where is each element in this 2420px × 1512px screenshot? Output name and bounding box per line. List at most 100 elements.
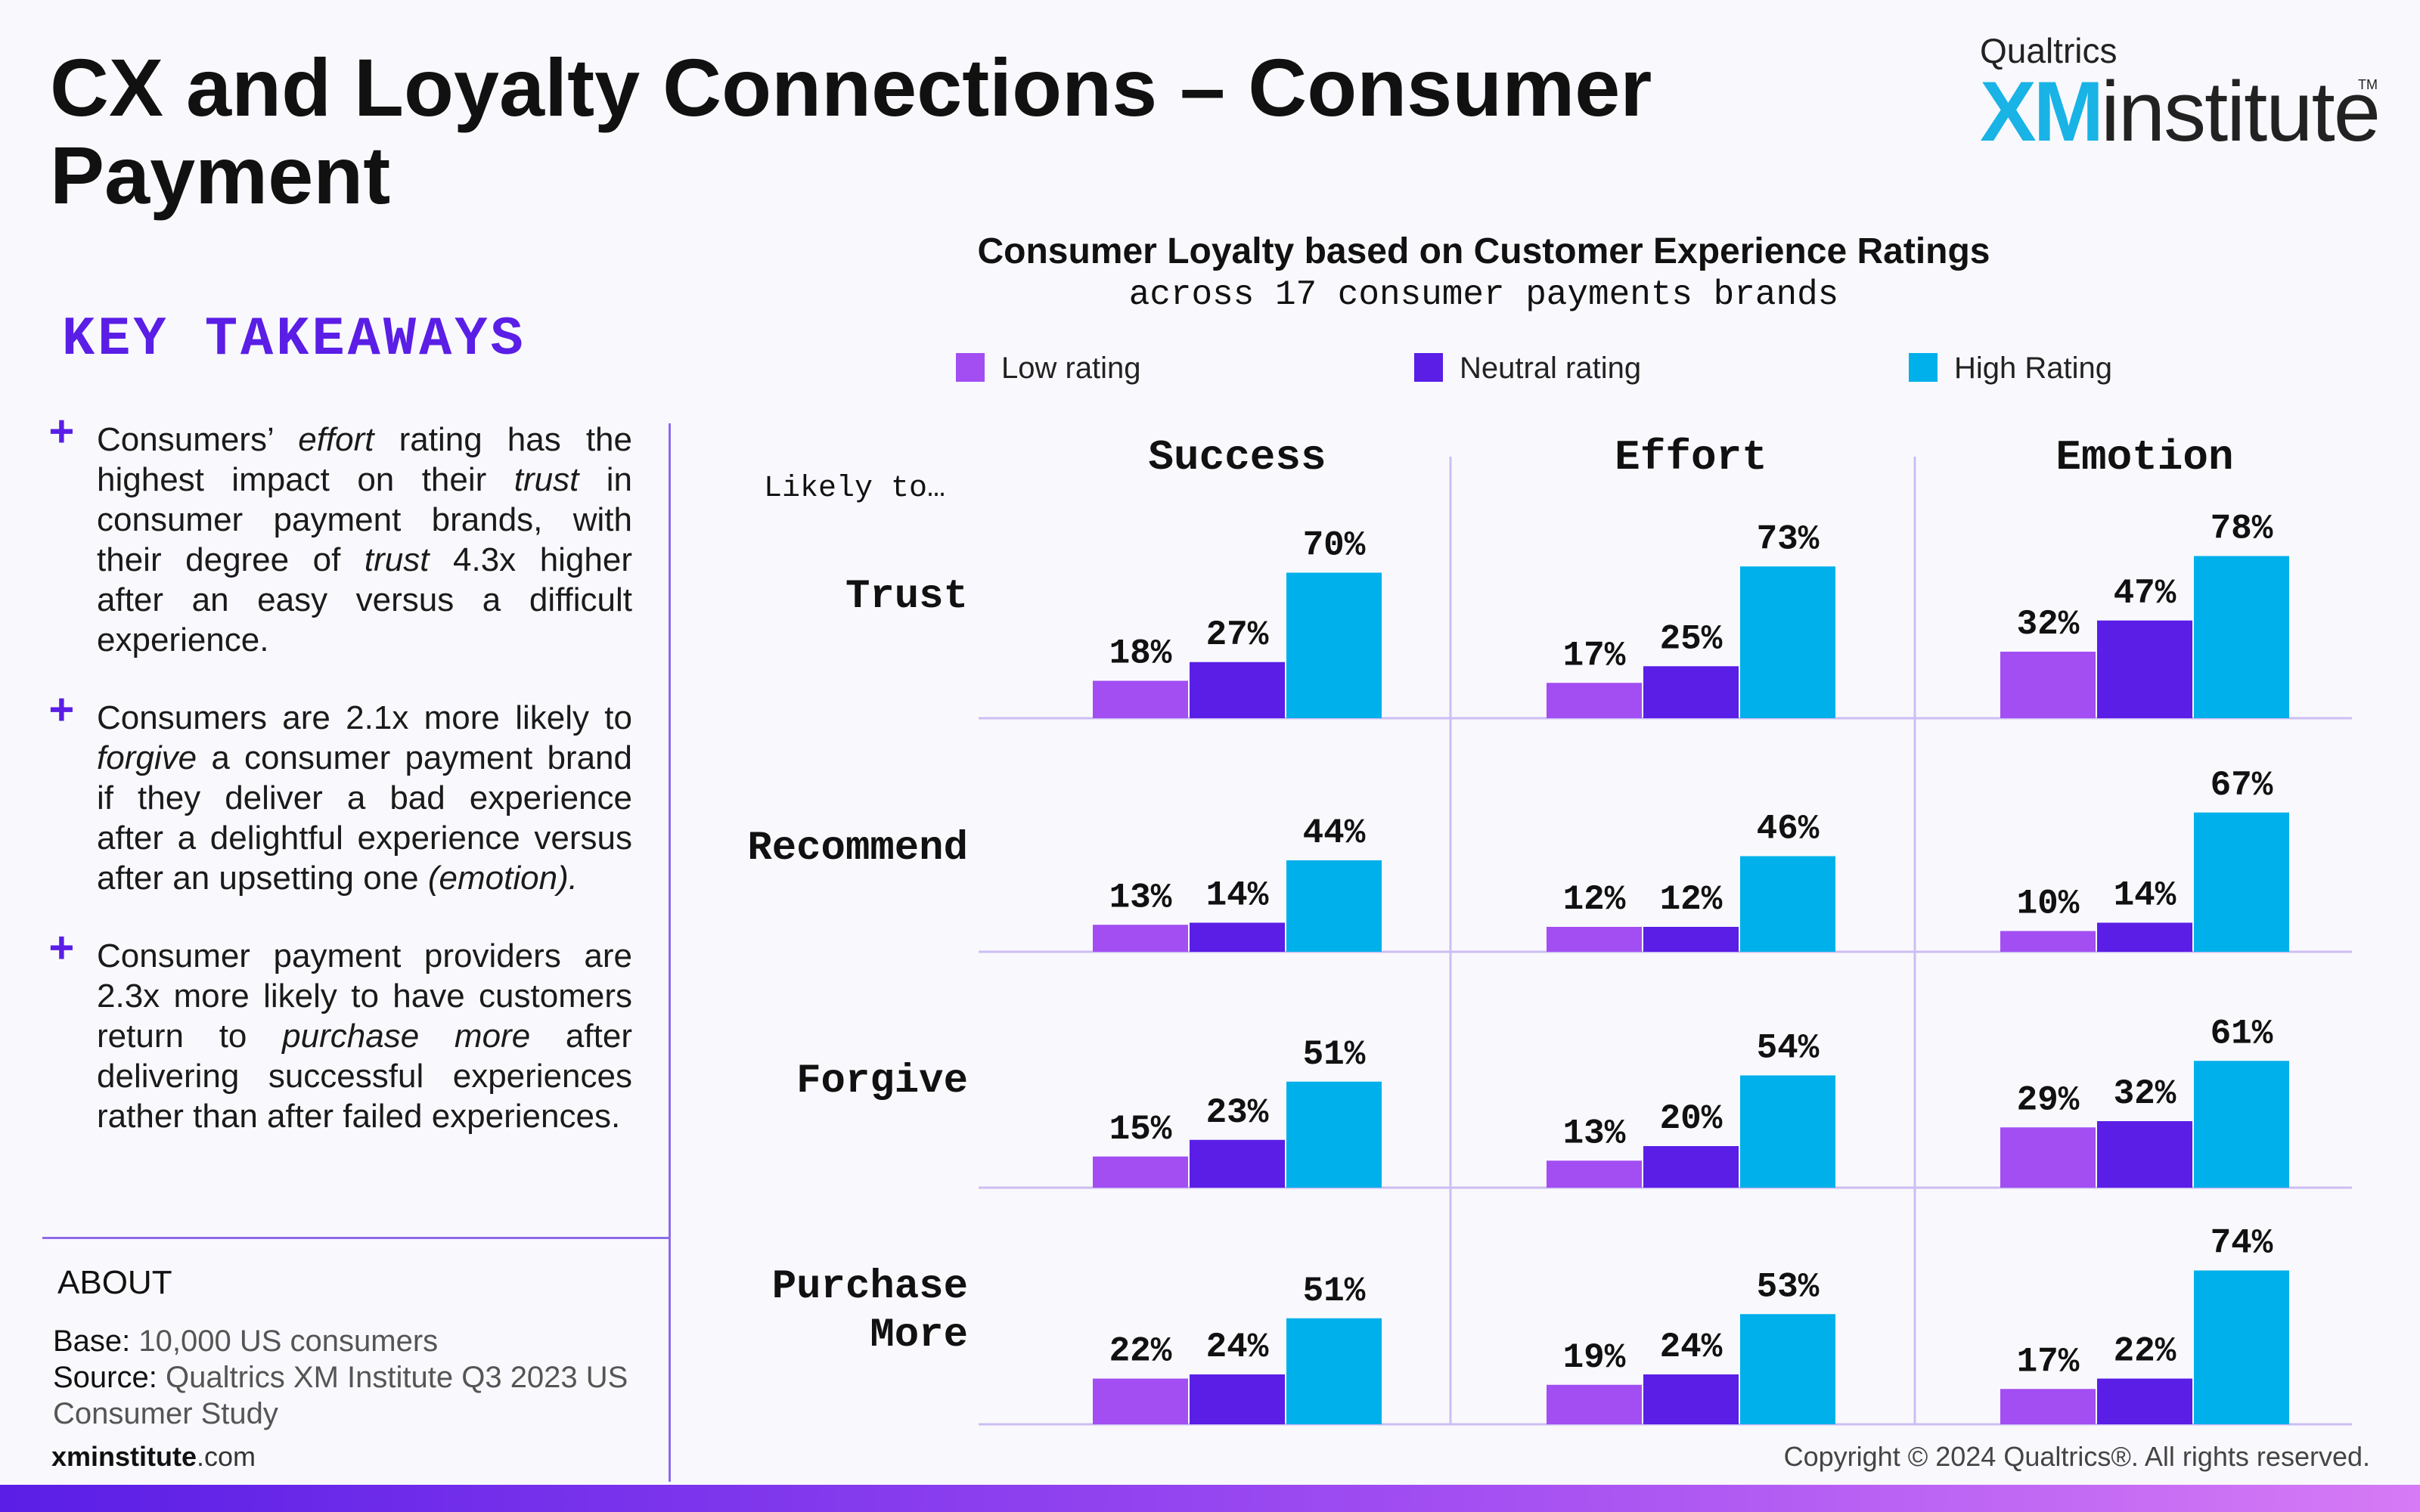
takeaway-text: Consumer payment providers are 2.3x more… xyxy=(97,937,632,1135)
bar-value-label: 67% xyxy=(2211,766,2273,805)
legend-label: Neutral rating xyxy=(1460,352,1641,385)
bar-value-label: 13% xyxy=(1563,1114,1626,1153)
logo-trademark: TM xyxy=(2358,77,2378,92)
bar xyxy=(2097,1121,2192,1188)
chart-subtitle: across 17 consumer payments brands xyxy=(1129,275,1839,314)
plus-icon: + xyxy=(48,411,75,460)
about-base: Base: 10,000 US consumers xyxy=(53,1323,643,1359)
bar xyxy=(1093,680,1188,718)
site-link-rest: .com xyxy=(197,1441,256,1472)
site-link-bold: xminstitute xyxy=(51,1441,197,1472)
column-headers: Success Effort Emotion xyxy=(1148,433,2233,482)
logo-xm-text: XM xyxy=(1980,64,2104,159)
column-header: Effort xyxy=(1615,433,1767,482)
legend-swatch xyxy=(1909,353,1938,382)
chart-title: Consumer Loyalty based on Customer Exper… xyxy=(977,231,1990,271)
key-takeaways-title: KEY TAKEAWAYS xyxy=(62,308,526,370)
bar-value-label: 25% xyxy=(1660,619,1723,658)
column-header: Success xyxy=(1148,433,1326,482)
bar-value-label: 47% xyxy=(2114,574,2176,613)
bar xyxy=(1740,1075,1835,1188)
bar xyxy=(1286,860,1382,952)
bar-value-label: 13% xyxy=(1109,878,1172,917)
bar xyxy=(1547,683,1642,718)
base-value: 10,000 US consumers xyxy=(138,1325,439,1358)
bar-value-label: 14% xyxy=(2114,876,2176,916)
legend-swatch xyxy=(1414,353,1443,382)
bar xyxy=(2194,1270,2289,1424)
horizontal-divider xyxy=(42,1237,670,1239)
bar-value-label: 18% xyxy=(1109,634,1172,674)
logo-brand-text: Qualtrics xyxy=(1980,31,2118,70)
row-label: Purchase xyxy=(772,1264,968,1310)
bar-value-label: 17% xyxy=(1563,636,1626,675)
bar xyxy=(1740,566,1835,718)
bottom-gradient-bar xyxy=(0,1485,2420,1512)
row-label: Recommend xyxy=(747,826,968,872)
bar-value-label: 14% xyxy=(1206,876,1269,916)
bar-value-label: 74% xyxy=(2211,1224,2273,1263)
bar xyxy=(2000,1389,2096,1424)
bar xyxy=(2097,922,2192,952)
vertical-divider xyxy=(669,423,671,1482)
row-label: Forgive xyxy=(796,1058,968,1105)
bar-value-label: 15% xyxy=(1109,1110,1172,1149)
row-label: More xyxy=(870,1312,968,1359)
bar xyxy=(1740,1314,1835,1424)
logo-institute-text: institute xyxy=(2101,64,2381,159)
bar xyxy=(1286,572,1382,718)
bar-value-label: 20% xyxy=(1660,1099,1723,1139)
bar-value-label: 24% xyxy=(1660,1328,1723,1367)
bar xyxy=(1547,1160,1642,1188)
bar-value-label: 17% xyxy=(2017,1342,2080,1381)
bar-value-label: 53% xyxy=(1757,1267,1820,1306)
bar xyxy=(1190,922,1285,952)
key-takeaways-list: + Consumers’ effort rating has the highe… xyxy=(47,414,633,1174)
bar-value-label: 23% xyxy=(1206,1093,1269,1132)
bar xyxy=(2194,556,2289,718)
legend-label: High Rating xyxy=(1954,352,2112,385)
bar xyxy=(1190,662,1285,718)
bar-value-label: 24% xyxy=(1206,1328,1269,1367)
takeaway-item: + Consumer payment providers are 2.3x mo… xyxy=(47,930,632,1136)
bar xyxy=(1643,666,1739,718)
legend-label: Low rating xyxy=(1001,352,1141,385)
bar-value-label: 46% xyxy=(1757,810,1820,849)
source-value: Qualtrics XM Institute Q3 2023 US Consum… xyxy=(53,1361,628,1430)
about-title: ABOUT xyxy=(57,1264,172,1301)
xm-institute-logo: Qualtrics XM institute TM xyxy=(1980,30,2381,159)
bar xyxy=(1093,1156,1188,1188)
bar-value-label: 12% xyxy=(1660,880,1723,919)
bar xyxy=(2194,812,2289,952)
bar-value-label: 73% xyxy=(1757,519,1820,559)
bar-value-label: 19% xyxy=(1563,1338,1626,1377)
takeaway-text: Consumers’ effort rating has the highest… xyxy=(97,421,633,658)
bar xyxy=(1547,927,1642,952)
source-label: Source: xyxy=(53,1361,157,1394)
plus-icon: + xyxy=(48,927,75,976)
bar xyxy=(1093,1378,1188,1424)
chart-bars: 18% 27% 70% 17% 25% 73% 32% 47% 78% 13% 14% 44% 12% 1… xyxy=(1093,510,2289,1424)
bar-value-label: 29% xyxy=(2017,1080,2080,1120)
bar-value-label: 51% xyxy=(1303,1035,1366,1074)
bar xyxy=(1190,1374,1285,1424)
bar-value-label: 22% xyxy=(2114,1332,2176,1371)
bar-value-label: 51% xyxy=(1303,1272,1366,1311)
bar-value-label: 78% xyxy=(2211,510,2273,549)
bar-value-label: 10% xyxy=(2017,885,2080,924)
bar-value-label: 70% xyxy=(1303,526,1366,565)
bar-value-label: 32% xyxy=(2017,605,2080,644)
bar xyxy=(1643,927,1739,952)
takeaway-item: + Consumers’ effort rating has the highe… xyxy=(47,414,633,660)
site-link[interactable]: xminstitute.com xyxy=(51,1441,256,1473)
copyright-text: Copyright © 2024 Qualtrics®. All rights … xyxy=(1783,1441,2370,1472)
page-title: CX and Loyalty Connections – Consumer Pa… xyxy=(50,42,1652,221)
row-header: Likely to… xyxy=(764,472,945,506)
plus-icon: + xyxy=(48,689,75,738)
bar-value-label: 12% xyxy=(1563,880,1626,919)
bar xyxy=(2000,931,2096,952)
bar xyxy=(1643,1146,1739,1188)
column-header: Emotion xyxy=(2055,433,2233,482)
